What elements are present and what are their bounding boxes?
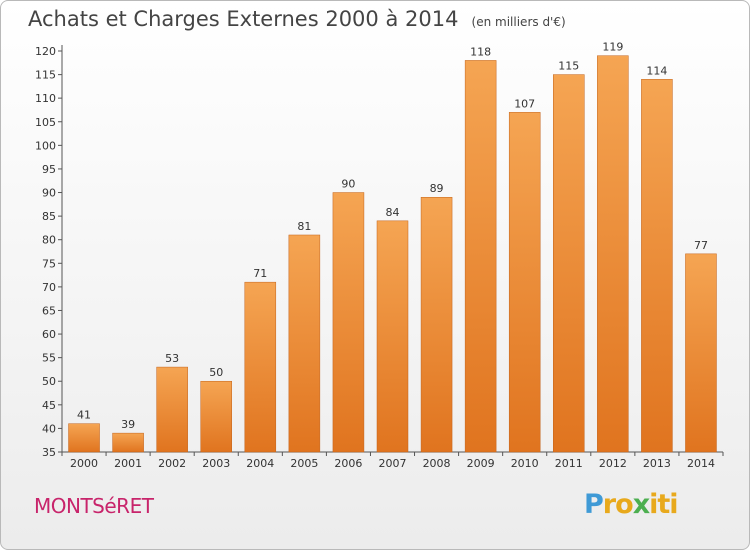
y-tick-label: 115	[35, 69, 56, 82]
bars: 41 39 53 50 71 81 90 84 89 118 107 115 119 114 77	[68, 41, 717, 453]
y-tick-label: 100	[35, 139, 56, 152]
y-tick-label: 105	[35, 116, 56, 129]
bar-value-label: 89	[430, 182, 444, 195]
x-tick-label: 2014	[687, 457, 715, 470]
logo-letter: i	[649, 489, 658, 520]
x-tick-label: 2003	[202, 457, 230, 470]
y-tick-label: 55	[42, 352, 56, 365]
y-tick-label: 75	[42, 257, 56, 270]
bar	[508, 112, 541, 453]
bar	[332, 192, 365, 453]
bar-value-label: 50	[209, 366, 223, 379]
bar	[156, 366, 188, 453]
y-tick-label: 35	[42, 446, 56, 459]
bar-value-label: 53	[165, 352, 179, 365]
chart-title: Achats et Charges Externes 2000 à 2014	[28, 7, 459, 31]
bar	[376, 220, 409, 453]
x-tick-label: 2008	[423, 457, 451, 470]
bar-value-label: 71	[253, 267, 267, 280]
logo-letter: x	[632, 489, 650, 520]
bar	[597, 55, 629, 453]
x-tick-label: 2012	[599, 457, 627, 470]
bar	[288, 234, 321, 453]
bar	[244, 281, 277, 453]
y-tick-label: 45	[42, 399, 56, 412]
x-tick-label: 2005	[290, 457, 318, 470]
x-tick-label: 2009	[467, 457, 495, 470]
logo-letter: P	[584, 489, 604, 520]
logo-letter: t	[657, 489, 670, 520]
bar-value-label: 119	[602, 41, 623, 54]
logo-letter: r	[602, 489, 616, 520]
x-tick-label: 2000	[70, 457, 98, 470]
bar	[68, 423, 100, 453]
chart-subtitle: (en milliers d'€)	[471, 15, 566, 29]
logo-letter: i	[669, 489, 678, 520]
x-tick-label: 2010	[511, 457, 539, 470]
bar	[200, 380, 232, 453]
y-tick-label: 50	[42, 375, 56, 388]
logo-letter: o	[615, 489, 634, 520]
y-tick-label: 110	[35, 92, 56, 105]
bar	[112, 432, 144, 453]
x-tick-label: 2007	[379, 457, 407, 470]
y-tick-label: 70	[42, 281, 56, 294]
x-tick-label: 2013	[643, 457, 671, 470]
city-name: MONTSéRET	[34, 494, 154, 518]
x-tick-label: 2006	[334, 457, 362, 470]
bar-value-label: 77	[694, 239, 708, 252]
title-row: Achats et Charges Externes 2000 à 2014 (…	[28, 7, 566, 31]
bar-value-label: 114	[646, 64, 667, 77]
bar-value-label: 39	[121, 418, 135, 431]
bar-value-label: 118	[470, 45, 491, 58]
bar-value-label: 90	[341, 178, 355, 191]
y-tick-label: 80	[42, 234, 56, 247]
bar	[685, 253, 717, 453]
bar	[420, 196, 453, 453]
bar-value-label: 41	[77, 409, 91, 422]
bar	[641, 79, 673, 453]
bar-value-label: 81	[297, 220, 311, 233]
y-tick-label: 40	[42, 422, 56, 435]
x-tick-label: 2002	[158, 457, 186, 470]
y-tick-label: 90	[42, 187, 56, 200]
y-tick-label: 85	[42, 210, 56, 223]
x-tick-label: 2011	[555, 457, 583, 470]
axes: 35 40 45 50 55 60 65 70 75 80 85 90 95 100 105 110 115 12…	[35, 45, 724, 470]
y-tick-label: 65	[42, 304, 56, 317]
bar-value-label: 84	[386, 206, 400, 219]
x-tick-label: 2004	[246, 457, 274, 470]
y-tick-label: 95	[42, 163, 56, 176]
proxiti-logo: Proxiti	[584, 489, 679, 520]
bar	[553, 74, 585, 453]
y-tick-label: 60	[42, 328, 56, 341]
bar	[464, 60, 497, 453]
y-tick-label: 120	[35, 45, 56, 58]
x-tick-label: 2001	[114, 457, 142, 470]
bar-value-label: 115	[558, 60, 579, 73]
bar-value-label: 107	[514, 97, 535, 110]
